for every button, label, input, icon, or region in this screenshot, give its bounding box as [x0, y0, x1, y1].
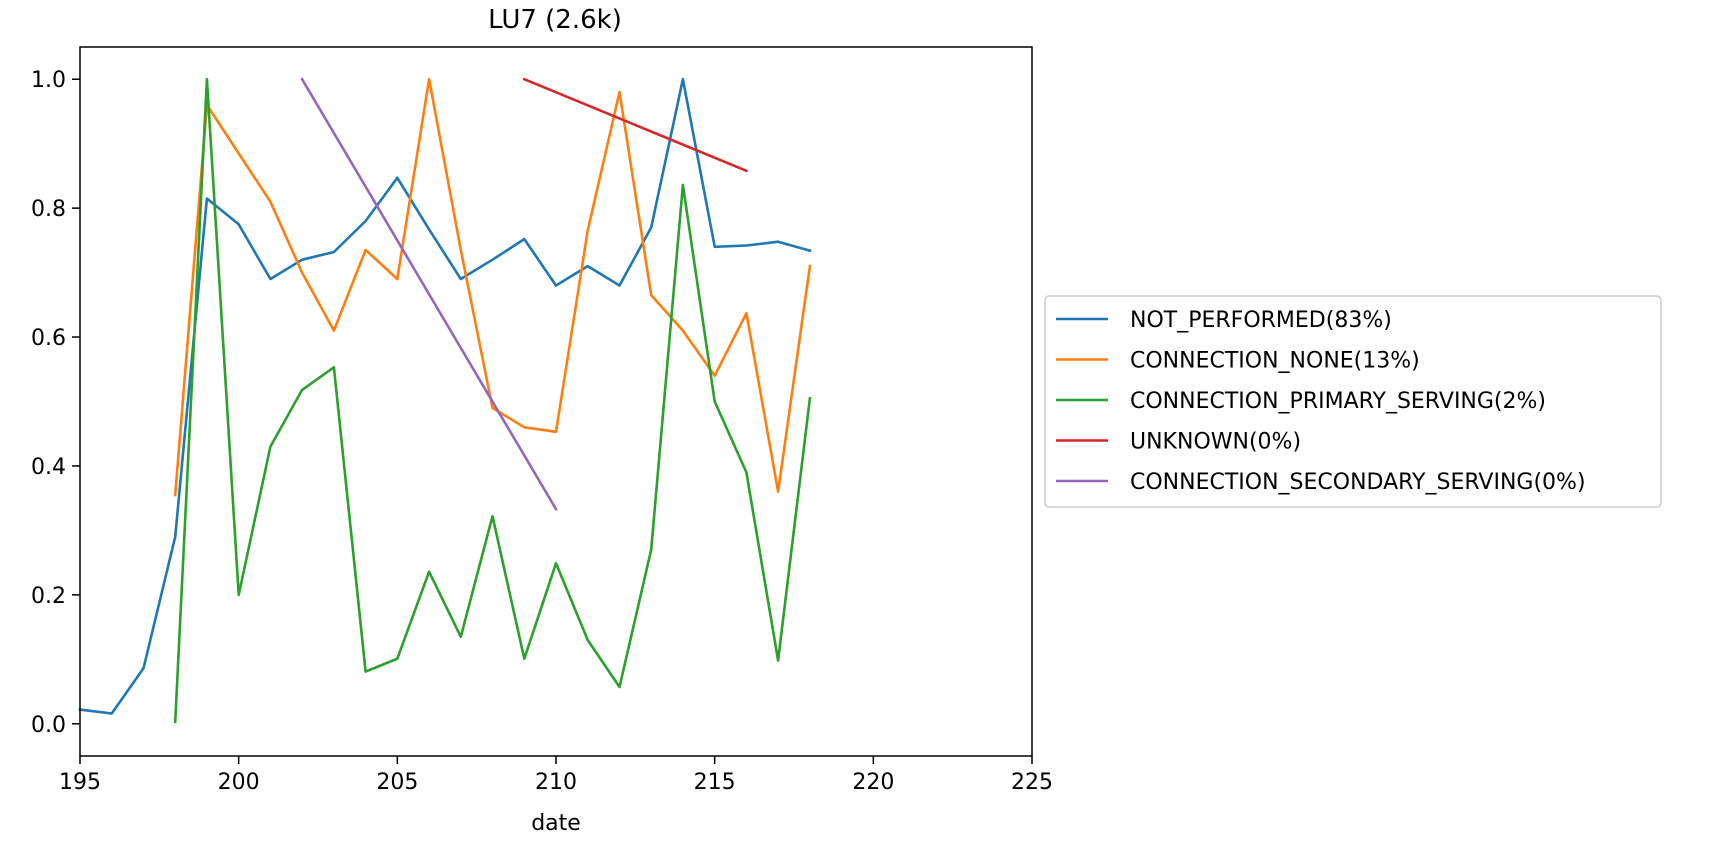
chart-title: LU7 (2.6k) [488, 5, 622, 35]
series-line-2 [173, 77, 812, 724]
legend: NOT_PERFORMED(83%) CONNECTION_NONE(13%) CO… [1044, 295, 1662, 508]
series-layer [78, 77, 812, 724]
y-tick-label: 0.2 [31, 584, 66, 609]
series-line-3 [522, 77, 749, 173]
x-tick-label: 195 [59, 770, 101, 795]
y-tick-label: 0.6 [31, 326, 66, 351]
x-tick-label: 215 [694, 770, 736, 795]
legend-label-3: UNKNOWN(0%) [1130, 430, 1301, 455]
legend-frame [1044, 295, 1662, 508]
y-axis: 0.0 0.2 0.4 0.6 0.8 1.0 [31, 68, 80, 738]
x-axis-title: date [531, 811, 581, 836]
x-tick-label: 210 [535, 770, 577, 795]
legend-label-0: NOT_PERFORMED(83%) [1130, 308, 1392, 333]
x-tick-label: 225 [1011, 770, 1053, 795]
series-line-1 [173, 77, 812, 497]
y-tick-label: 0.4 [31, 455, 66, 480]
legend-label-1: CONNECTION_NONE(13%) [1130, 349, 1420, 374]
legend-label-2: CONNECTION_PRIMARY_SERVING(2%) [1130, 389, 1546, 414]
series-line-4 [300, 77, 558, 511]
y-tick-label: 0.8 [31, 197, 66, 222]
x-tick-label: 220 [852, 770, 894, 795]
y-tick-label: 0.0 [31, 713, 66, 738]
legend-label-4: CONNECTION_SECONDARY_SERVING(0%) [1130, 470, 1586, 495]
y-tick-label: 1.0 [31, 68, 66, 93]
x-tick-label: 205 [376, 770, 418, 795]
x-axis: 195 200 205 210 215 220 225 [59, 756, 1053, 795]
series-line-0 [78, 77, 812, 715]
x-tick-label: 200 [218, 770, 260, 795]
